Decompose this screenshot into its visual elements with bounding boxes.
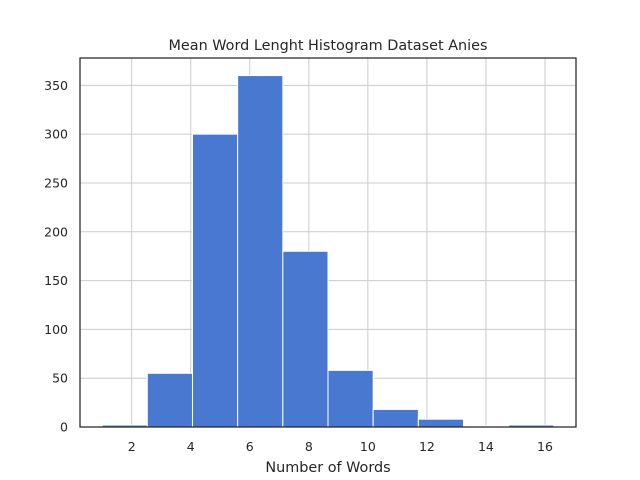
plot-frame <box>79 57 577 428</box>
x-tick-label: 10 <box>360 439 376 454</box>
y-tick-label: 300 <box>44 127 68 142</box>
x-tick-label: 14 <box>478 439 494 454</box>
x-tick-label: 8 <box>305 439 313 454</box>
y-tick-labels: 0 50 100 150 200 250 300 350 <box>44 78 68 435</box>
histogram-bar <box>372 408 419 428</box>
x-tick-label: 4 <box>187 439 195 454</box>
histogram-bar <box>282 250 329 428</box>
grid-lines <box>80 58 576 428</box>
x-tick-label: 6 <box>246 439 254 454</box>
histogram-bar <box>191 133 239 428</box>
histogram-bar <box>237 75 284 428</box>
y-tick-label: 50 <box>52 371 68 386</box>
histogram-bar <box>146 372 193 428</box>
x-tick-label: 12 <box>419 439 435 454</box>
x-axis-label: Number of Words <box>265 460 390 476</box>
y-tick-label: 0 <box>60 420 68 435</box>
y-tick-label: 200 <box>44 224 68 239</box>
x-tick-label: 2 <box>128 439 136 454</box>
histogram-bars <box>101 75 555 428</box>
y-tick-label: 250 <box>44 175 68 190</box>
y-tick-label: 350 <box>44 78 68 93</box>
y-tick-label: 100 <box>44 322 68 337</box>
x-tick-label: 16 <box>537 439 553 454</box>
y-tick-label: 150 <box>44 273 68 288</box>
x-tick-labels: 2 4 6 8 10 12 14 16 <box>128 439 553 454</box>
histogram-bar <box>327 369 374 428</box>
histogram-bar <box>417 418 465 428</box>
chart-title: Mean Word Lenght Histogram Dataset Anies <box>168 38 487 54</box>
